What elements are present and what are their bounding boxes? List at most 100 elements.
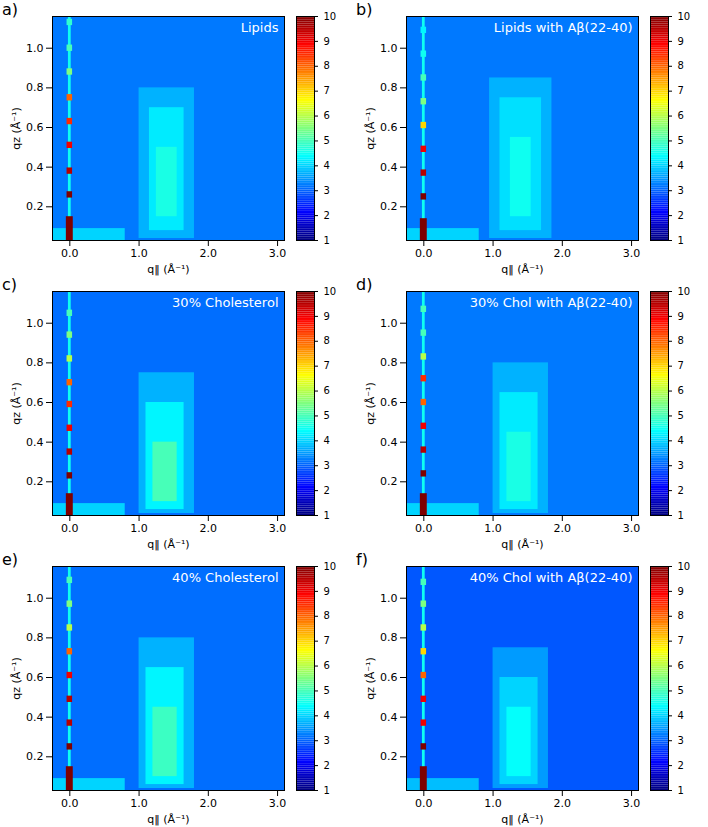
svg-text:2: 2 (324, 210, 330, 221)
svg-text:1.0: 1.0 (484, 522, 502, 535)
svg-text:qz (Å⁻¹): qz (Å⁻¹) (10, 657, 23, 700)
svg-text:q‖ (Å⁻¹): q‖ (Å⁻¹) (501, 813, 543, 826)
svg-text:qz (Å⁻¹): qz (Å⁻¹) (364, 657, 377, 700)
svg-text:7: 7 (678, 360, 684, 371)
svg-text:0.8: 0.8 (380, 356, 398, 369)
svg-text:0.6: 0.6 (380, 396, 398, 409)
svg-text:5: 5 (678, 410, 684, 421)
svg-text:8: 8 (324, 335, 330, 346)
svg-text:4: 4 (678, 160, 684, 171)
svg-text:0.8: 0.8 (380, 631, 398, 644)
svg-text:30% Chol with Aβ(22-40): 30% Chol with Aβ(22-40) (470, 295, 633, 310)
svg-text:7: 7 (678, 635, 684, 646)
svg-text:8: 8 (678, 60, 684, 71)
svg-text:9: 9 (678, 36, 684, 47)
svg-text:0.6: 0.6 (380, 671, 398, 684)
svg-text:4: 4 (678, 435, 684, 446)
svg-text:1.0: 1.0 (130, 247, 148, 260)
svg-text:2: 2 (678, 760, 684, 771)
svg-text:0.4: 0.4 (380, 711, 398, 724)
svg-text:0.0: 0.0 (415, 522, 433, 535)
svg-text:0.2: 0.2 (380, 200, 398, 213)
svg-text:10: 10 (324, 286, 337, 297)
svg-text:1.0: 1.0 (380, 592, 398, 605)
svg-text:0.0: 0.0 (61, 247, 79, 260)
svg-text:6: 6 (678, 660, 684, 671)
svg-text:2: 2 (678, 485, 684, 496)
svg-text:9: 9 (324, 36, 330, 47)
svg-text:7: 7 (678, 85, 684, 96)
svg-text:5: 5 (324, 685, 330, 696)
svg-text:0.6: 0.6 (380, 121, 398, 134)
svg-text:q‖ (Å⁻¹): q‖ (Å⁻¹) (147, 263, 189, 276)
svg-text:3: 3 (678, 460, 684, 471)
svg-text:9: 9 (324, 586, 330, 597)
svg-text:1.0: 1.0 (484, 797, 502, 810)
svg-text:2.0: 2.0 (200, 247, 218, 260)
svg-text:1: 1 (678, 235, 684, 246)
svg-text:5: 5 (324, 410, 330, 421)
svg-text:0.0: 0.0 (61, 797, 79, 810)
svg-text:1.0: 1.0 (380, 317, 398, 330)
svg-text:Lipids with Aβ(22-40): Lipids with Aβ(22-40) (494, 20, 633, 35)
svg-text:0.4: 0.4 (26, 161, 44, 174)
svg-text:10: 10 (678, 561, 691, 572)
svg-text:qz (Å⁻¹): qz (Å⁻¹) (364, 107, 377, 150)
svg-text:2.0: 2.0 (554, 522, 572, 535)
svg-text:2: 2 (324, 760, 330, 771)
svg-text:7: 7 (324, 85, 330, 96)
svg-text:1.0: 1.0 (130, 797, 148, 810)
svg-text:30% Cholesterol: 30% Cholesterol (172, 295, 278, 310)
svg-text:1.0: 1.0 (484, 247, 502, 260)
svg-text:2.0: 2.0 (554, 797, 572, 810)
svg-text:2.0: 2.0 (200, 797, 218, 810)
svg-text:3: 3 (324, 460, 330, 471)
svg-text:3.0: 3.0 (623, 522, 641, 535)
svg-text:0.4: 0.4 (380, 161, 398, 174)
svg-text:2.0: 2.0 (554, 247, 572, 260)
svg-text:6: 6 (324, 110, 330, 121)
svg-text:qz (Å⁻¹): qz (Å⁻¹) (364, 382, 377, 425)
svg-text:0.8: 0.8 (26, 356, 44, 369)
svg-text:1.0: 1.0 (26, 592, 44, 605)
svg-text:3: 3 (324, 735, 330, 746)
svg-text:q‖ (Å⁻¹): q‖ (Å⁻¹) (147, 813, 189, 826)
svg-text:0.8: 0.8 (380, 81, 398, 94)
svg-text:3: 3 (324, 185, 330, 196)
svg-text:5: 5 (324, 135, 330, 146)
svg-text:0.4: 0.4 (26, 711, 44, 724)
svg-text:7: 7 (324, 635, 330, 646)
svg-text:10: 10 (678, 286, 691, 297)
svg-text:qz (Å⁻¹): qz (Å⁻¹) (10, 382, 23, 425)
svg-text:5: 5 (678, 135, 684, 146)
svg-text:0.8: 0.8 (26, 631, 44, 644)
svg-text:10: 10 (324, 561, 337, 572)
svg-text:3.0: 3.0 (269, 522, 287, 535)
svg-text:3.0: 3.0 (623, 247, 641, 260)
svg-text:3: 3 (678, 735, 684, 746)
svg-text:1: 1 (678, 510, 684, 521)
svg-text:Lipids: Lipids (241, 20, 279, 35)
svg-text:0.8: 0.8 (26, 81, 44, 94)
svg-text:1.0: 1.0 (26, 42, 44, 55)
svg-text:9: 9 (678, 586, 684, 597)
svg-text:0.4: 0.4 (380, 436, 398, 449)
svg-text:q‖ (Å⁻¹): q‖ (Å⁻¹) (147, 538, 189, 551)
svg-text:0.2: 0.2 (26, 750, 44, 763)
svg-text:2.0: 2.0 (200, 522, 218, 535)
svg-text:40% Chol with Aβ(22-40): 40% Chol with Aβ(22-40) (470, 570, 633, 585)
svg-text:1: 1 (324, 785, 330, 796)
svg-text:2: 2 (678, 210, 684, 221)
svg-text:4: 4 (324, 160, 330, 171)
svg-text:8: 8 (324, 60, 330, 71)
svg-text:1: 1 (324, 235, 330, 246)
svg-text:6: 6 (678, 385, 684, 396)
svg-text:4: 4 (324, 435, 330, 446)
svg-text:0.2: 0.2 (380, 475, 398, 488)
svg-text:2: 2 (324, 485, 330, 496)
svg-text:6: 6 (324, 385, 330, 396)
svg-text:q‖ (Å⁻¹): q‖ (Å⁻¹) (501, 263, 543, 276)
svg-text:10: 10 (324, 11, 337, 22)
svg-text:5: 5 (678, 685, 684, 696)
svg-text:0.2: 0.2 (26, 475, 44, 488)
